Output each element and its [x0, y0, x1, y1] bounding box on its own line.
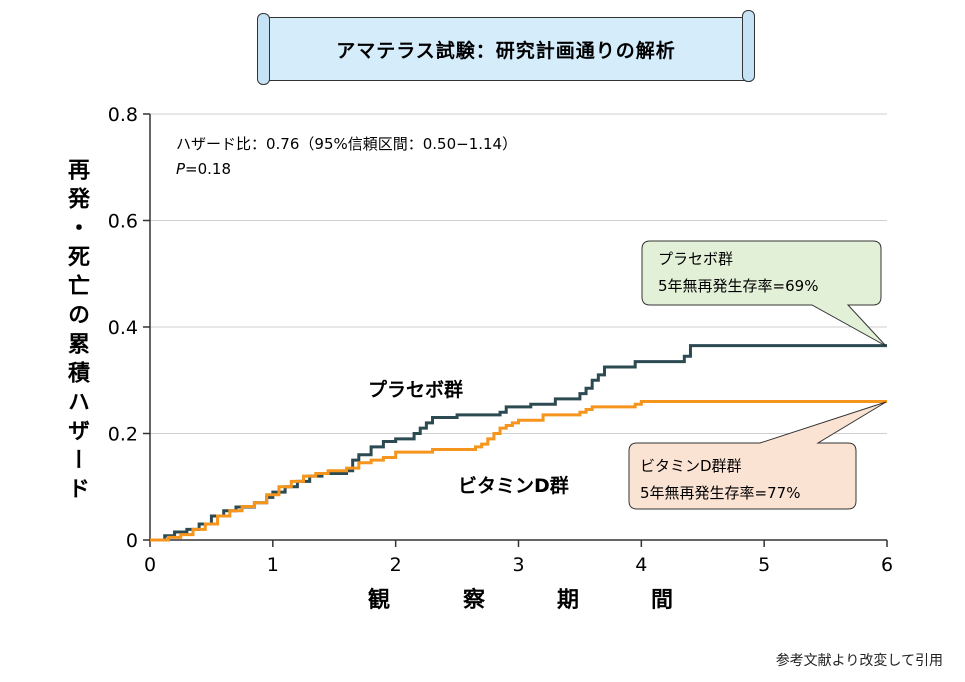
p-symbol: P — [176, 160, 186, 178]
callout-placebo-line2: 5年無再発生存率=69% — [658, 277, 819, 295]
x-tick-label: 6 — [881, 554, 893, 576]
callout-placebo-line1: プラセボ群 — [658, 250, 734, 268]
x-tick-label: 3 — [512, 554, 524, 576]
y-tick-label: 0.6 — [108, 211, 138, 233]
series-line-placebo — [150, 344, 887, 542]
label-placebo: プラセボ群 — [368, 379, 464, 401]
x-tick-label: 2 — [390, 554, 402, 576]
hazard-ratio-text: ハザード比：0.76（95%信頼区間：0.50−1.14） — [176, 135, 518, 153]
callout-placebo-box — [641, 240, 887, 347]
x-axis-char: 間 — [651, 588, 674, 613]
scroll-roll-right — [742, 10, 755, 82]
y-axis-label: 再発・死亡の累積ハザード — [64, 158, 89, 506]
x-tick-label: 1 — [267, 554, 279, 576]
source-credit: 参考文献より改変して引用 — [775, 653, 943, 669]
y-tick-label: 0.8 — [108, 104, 138, 126]
series-line-vitamin-d — [150, 400, 887, 542]
title-banner: アマテラス試験：研究計画通りの解析 — [257, 10, 755, 85]
p-value: =0.18 — [185, 160, 232, 178]
x-tick-label: 5 — [758, 554, 770, 576]
callout-vitamin-line1: ビタミンD群群 — [640, 457, 742, 475]
y-tick-label: 0.4 — [108, 317, 138, 339]
x-tick-label: 0 — [144, 554, 156, 576]
label-vitamin-d: ビタミンD群 — [458, 475, 569, 497]
y-tick-label: 0.2 — [108, 424, 138, 446]
x-axis-char: 察 — [463, 588, 486, 613]
callout-vitamin-line2: 5年無再発生存率=77% — [640, 484, 801, 502]
scroll-roll-left — [257, 13, 270, 85]
y-tick-label: 0 — [126, 530, 138, 552]
x-axis-char: 期 — [557, 588, 580, 613]
callout-vitamin-box — [628, 401, 887, 510]
x-axis-char: 観 — [368, 588, 391, 613]
chart-title: アマテラス試験：研究計画通りの解析 — [336, 39, 676, 62]
p-value-text: P=0.18 — [176, 160, 231, 178]
x-tick-label: 4 — [635, 554, 647, 576]
